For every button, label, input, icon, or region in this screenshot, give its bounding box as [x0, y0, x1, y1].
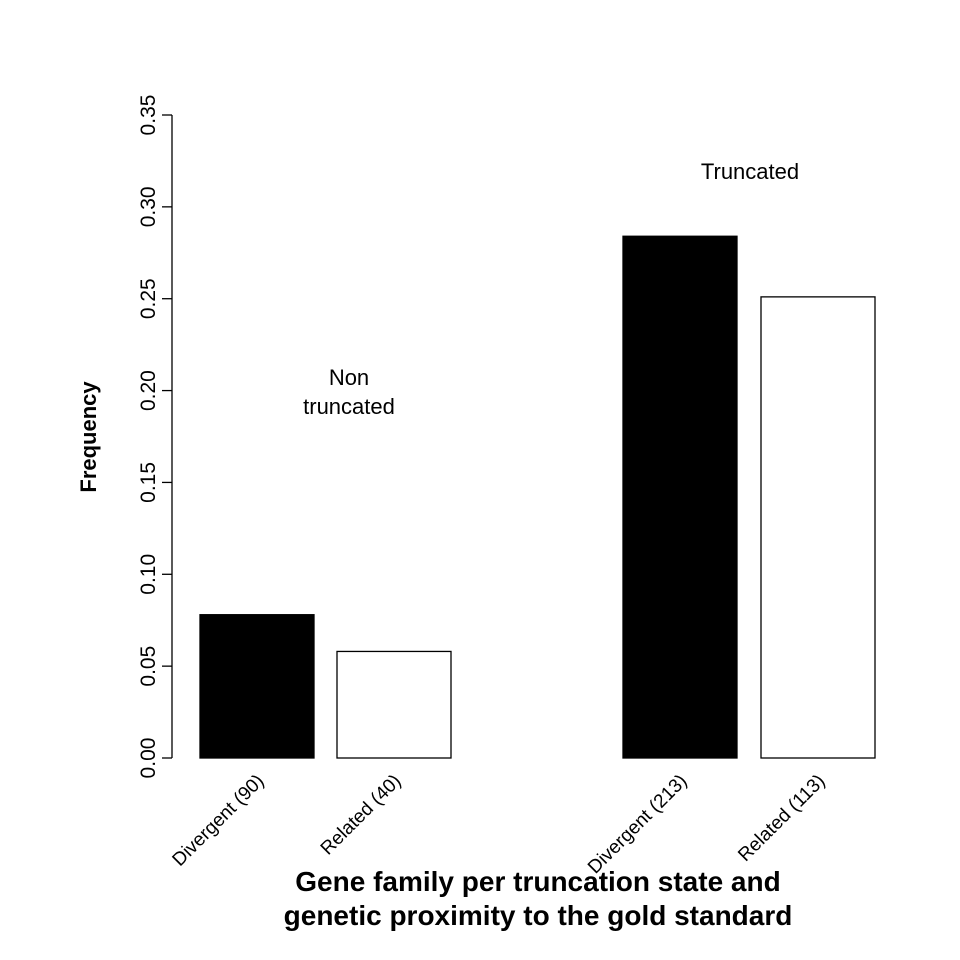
- category-labels: Divergent (90) Related (40) Divergent (213…: [169, 771, 830, 878]
- y-tick-label: 0.05: [137, 646, 160, 687]
- group-annotation: Non: [329, 365, 369, 390]
- y-axis-title: Frequency: [76, 381, 101, 493]
- x-axis-title: Gene family per truncation state andgene…: [284, 866, 793, 931]
- group-annotation: truncated: [303, 394, 395, 419]
- x-axis-title-line: genetic proximity to the gold standard: [284, 900, 793, 931]
- category-label: Divergent (213): [584, 771, 691, 878]
- bar: [199, 614, 315, 759]
- x-axis-title-line: Gene family per truncation state and: [295, 866, 780, 897]
- y-tick-label: 0.20: [137, 370, 160, 411]
- y-tick-label: 0.35: [137, 95, 160, 136]
- bar: [336, 650, 452, 759]
- category-label: Divergent (90): [169, 771, 269, 871]
- group-annotation: Truncated: [701, 159, 799, 184]
- y-tick-label: 0.30: [137, 186, 160, 227]
- category-label: Related (113): [734, 771, 829, 866]
- bar: [760, 296, 876, 759]
- y-tick-label: 0.15: [137, 462, 160, 503]
- group-annotations: Non truncated Truncated: [303, 159, 799, 419]
- y-tick-label: 0.25: [137, 278, 160, 319]
- y-tick-label: 0.10: [137, 554, 160, 595]
- y-axis: 0.00 0.05 0.10 0.15 0.20 0.25 0.30 0.35: [137, 95, 173, 779]
- category-label: Related (40): [317, 771, 406, 860]
- bars: [199, 235, 876, 759]
- y-tick-label: 0.00: [137, 738, 160, 779]
- bar: [622, 235, 738, 759]
